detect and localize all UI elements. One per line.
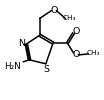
Text: H₂N: H₂N (4, 62, 20, 71)
Text: CH₃: CH₃ (63, 15, 76, 21)
Text: S: S (44, 65, 50, 74)
Text: O: O (50, 6, 58, 15)
Text: CH₃: CH₃ (86, 50, 100, 56)
Text: O: O (73, 27, 80, 36)
Text: N: N (18, 39, 25, 48)
Text: O: O (73, 50, 80, 59)
